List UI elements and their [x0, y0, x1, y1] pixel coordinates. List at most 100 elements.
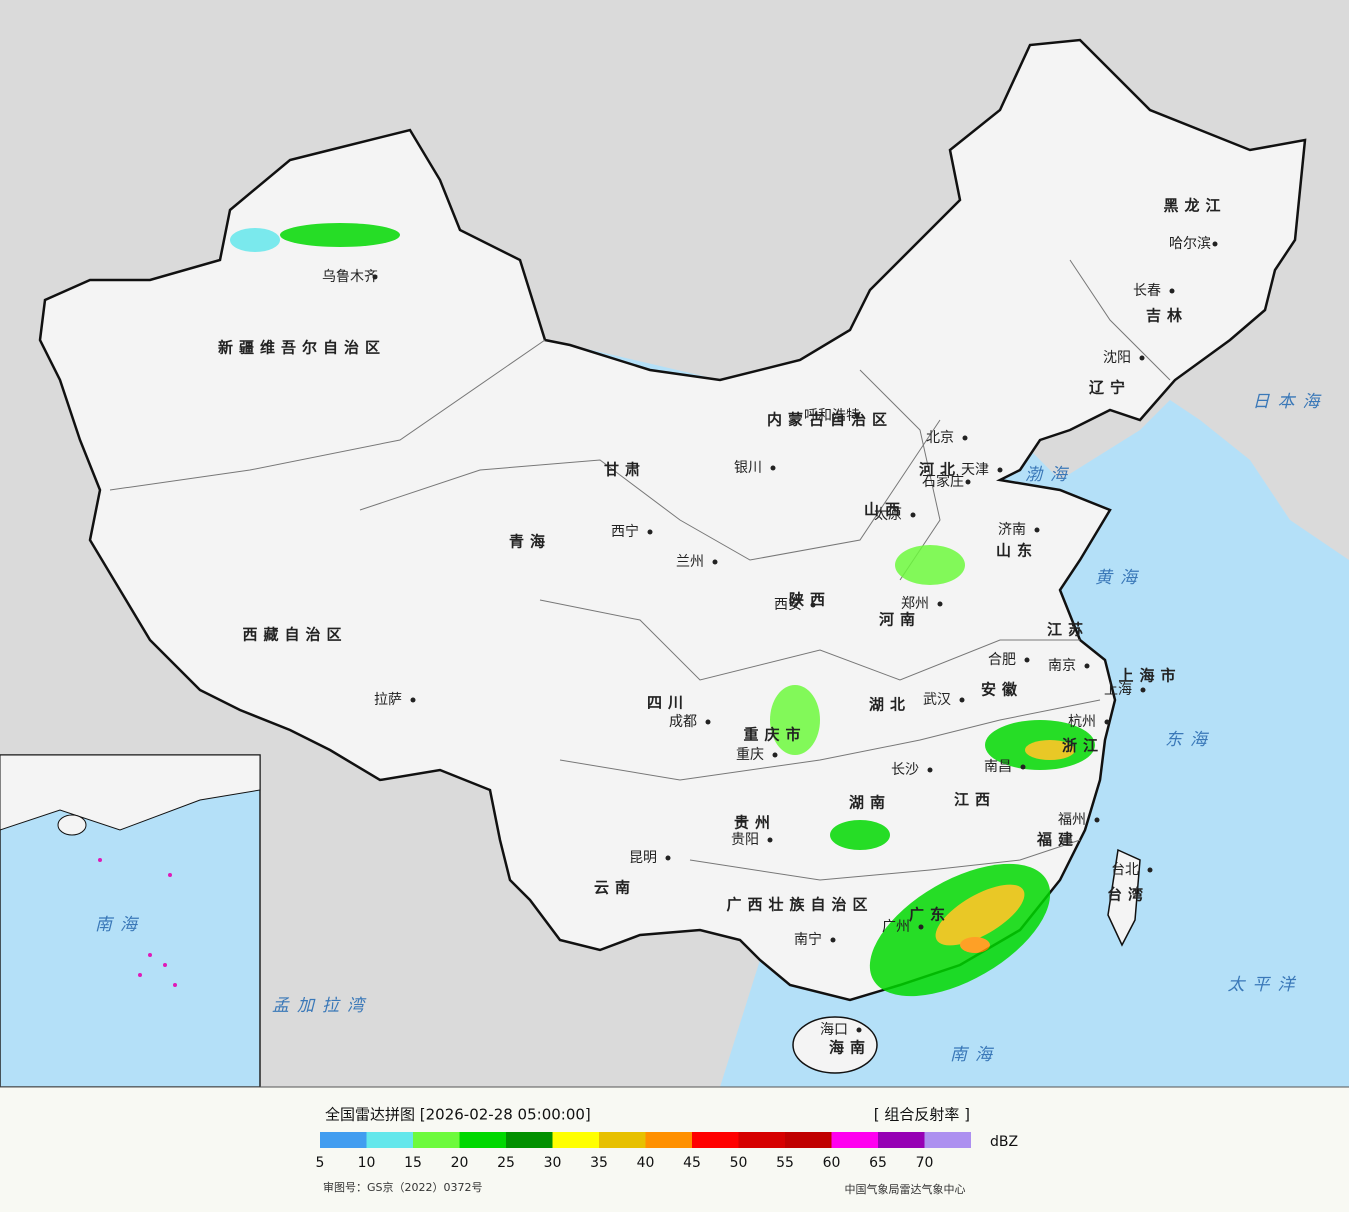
city-dot [910, 512, 916, 518]
province-label: 黑龙江 [1163, 197, 1226, 215]
city-label: 北京 [926, 430, 954, 446]
province-label: 江苏 [1047, 621, 1089, 639]
province-label: 海南 [829, 1039, 871, 1057]
city-label: 杭州 [1068, 714, 1096, 730]
city-dot [1020, 764, 1026, 770]
province-label: 上海市 [1118, 667, 1181, 685]
legend-swatch [831, 1132, 878, 1148]
city-dot [1212, 241, 1218, 247]
legend-swatch [692, 1132, 739, 1148]
legend-tick-label: 55 [776, 1155, 794, 1171]
city-dot [712, 559, 718, 565]
province-label: 山西 [864, 501, 906, 519]
legend-tick-label: 15 [404, 1155, 422, 1171]
city-dot [830, 937, 836, 943]
city-label: 长沙 [891, 762, 919, 778]
city-dot [856, 1027, 862, 1033]
legend-swatch [366, 1132, 413, 1148]
city-dot [1147, 867, 1153, 873]
city-dot [665, 855, 671, 861]
province-label: 云南 [594, 879, 636, 897]
city-dot [965, 479, 971, 485]
city-dot [1140, 687, 1146, 693]
city-dot [767, 837, 773, 843]
city-label: 重庆 [736, 747, 764, 763]
city-label: 乌鲁木齐 [322, 269, 378, 285]
province-label: 甘肃 [604, 461, 646, 479]
province-label: 福建 [1036, 831, 1079, 849]
city-label: 合肥 [988, 652, 1016, 668]
province-label: 重庆市 [743, 726, 806, 744]
city-label: 哈尔滨 [1169, 236, 1211, 252]
legend-tick-label: 60 [823, 1155, 841, 1171]
sea-label: 东海 [1165, 730, 1215, 750]
city-label: 拉萨 [374, 692, 402, 708]
city-label: 西宁 [611, 523, 639, 540]
province-label: 青海 [509, 533, 551, 551]
city-label: 西安 [774, 597, 802, 613]
city-label: 南昌 [984, 759, 1012, 775]
legend-unit: dBZ [990, 1134, 1018, 1150]
province-label: 湖南 [849, 794, 891, 812]
city-dot [918, 924, 924, 930]
province-label: 湖北 [869, 696, 911, 714]
city-label: 福州 [1058, 812, 1086, 828]
city-dot [410, 697, 416, 703]
legend-swatch [506, 1132, 553, 1148]
city-label: 兰州 [676, 554, 704, 570]
province-label: 吉林 [1146, 307, 1188, 325]
province-label: 新疆维吾尔自治区 [218, 339, 386, 357]
province-label: 台湾 [1107, 886, 1149, 904]
source: 中国气象局雷达气象中心 [845, 1182, 966, 1196]
legend-tick-label: 30 [544, 1155, 562, 1171]
city-dot [854, 413, 860, 419]
city-dot [1034, 527, 1040, 533]
province-label: 陕西 [789, 591, 831, 609]
city-dot [647, 529, 653, 535]
province-label: 江西 [954, 791, 996, 809]
city-dot [772, 752, 778, 758]
city-dot [1094, 817, 1100, 823]
taiwan [1107, 848, 1141, 947]
legend-swatch [785, 1132, 832, 1148]
city-label: 成都 [669, 714, 697, 730]
province-label: 四川 [647, 694, 689, 712]
legend-tick-label: 70 [916, 1155, 934, 1171]
sea-label: 南海 [95, 915, 145, 935]
legend-tick-label: 25 [497, 1155, 515, 1171]
sea-label: 孟加拉湾 [272, 996, 372, 1016]
province-label: 河南 [879, 611, 921, 629]
city-dot [1104, 719, 1110, 725]
province-label: 辽宁 [1089, 379, 1131, 397]
province-label: 山东 [996, 542, 1038, 560]
hainan [792, 1016, 878, 1074]
legend-tick-label: 50 [730, 1155, 748, 1171]
city-label: 南宁 [794, 931, 822, 948]
inset-south-china-sea [0, 754, 261, 1088]
city-label: 郑州 [901, 596, 929, 612]
province-label: 安徽 [981, 681, 1023, 699]
city-label: 呼和浩特 [804, 408, 860, 424]
legend-swatch [738, 1132, 785, 1148]
legend-swatch [413, 1132, 460, 1148]
province-label: 贵州 [734, 814, 776, 832]
city-dot [959, 697, 965, 703]
legend-tick-label: 35 [590, 1155, 608, 1171]
approval-number: 审图号：GS京（2022）0372号 [323, 1180, 483, 1194]
city-dot [770, 465, 776, 471]
city-label: 南京 [1048, 658, 1076, 674]
city-dot [927, 767, 933, 773]
city-dot [1139, 355, 1145, 361]
city-dot [705, 719, 711, 725]
city-label: 武汉 [923, 692, 951, 708]
legend-swatch [645, 1132, 692, 1148]
legend-swatch [459, 1132, 506, 1148]
province-label: 浙江 [1062, 737, 1104, 755]
province-label: 河北 [919, 461, 961, 479]
city-dot [937, 601, 943, 607]
product-name: [ 组合反射率 ] [874, 1106, 970, 1124]
city-label: 银川 [734, 460, 762, 476]
sea-label: 黄海 [1095, 568, 1145, 588]
province-label: 西藏自治区 [242, 626, 347, 644]
